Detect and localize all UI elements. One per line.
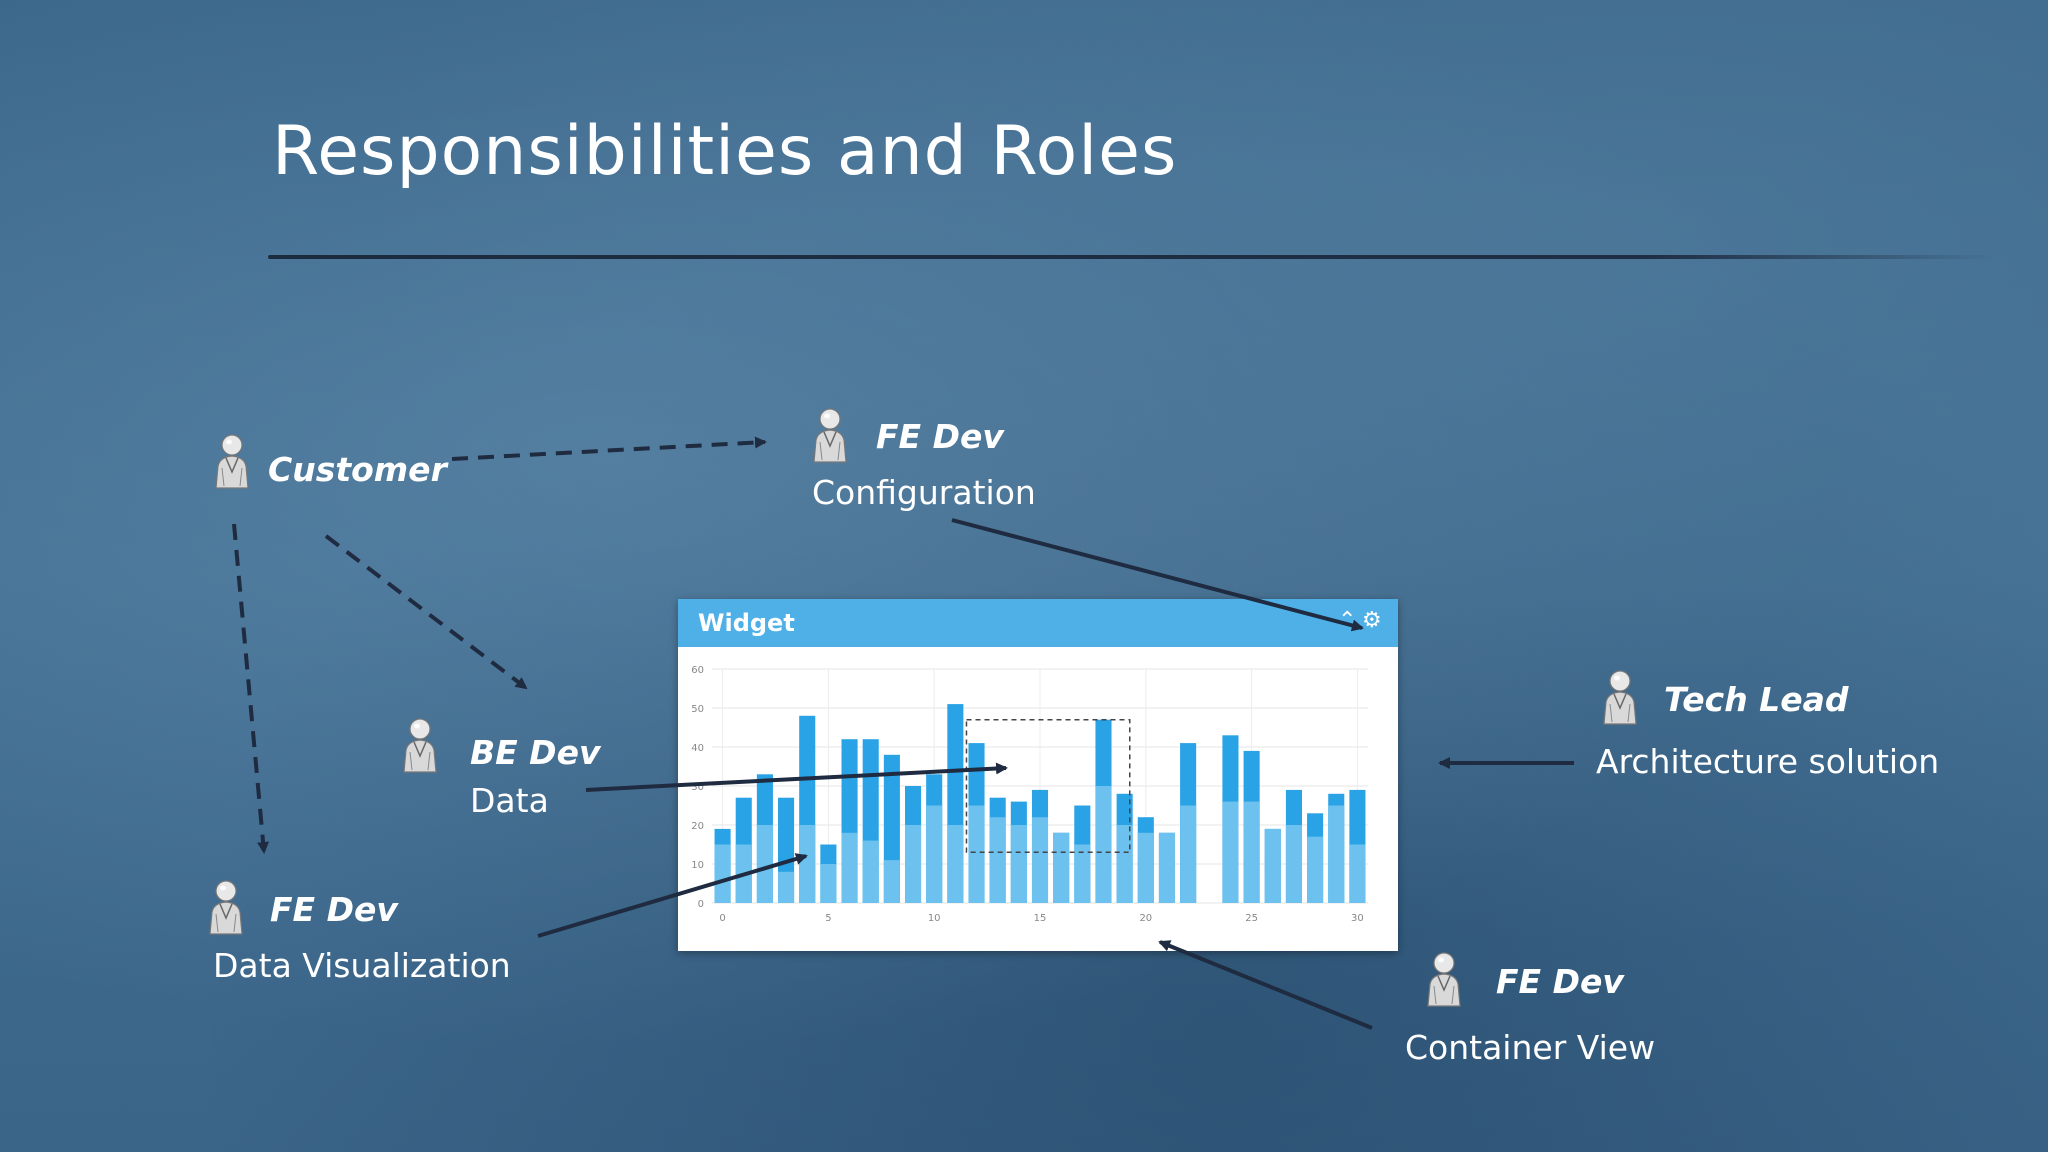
bar-bottom-segment [1032, 817, 1048, 903]
bar-bottom-segment [1159, 833, 1175, 903]
fe-dev-config-person-icon [810, 406, 850, 464]
bar-bottom-segment [990, 817, 1006, 903]
gear-icon[interactable]: ⚙ [1362, 609, 1382, 633]
bar-bottom-segment [1244, 802, 1260, 903]
customer-role-label: Customer [268, 450, 447, 489]
bar-bottom-segment [736, 845, 752, 904]
fe-dev-config-task-label: Configuration [812, 473, 1036, 512]
bar-bottom-segment [1095, 786, 1111, 903]
collapse-icon[interactable]: ⌃ [1338, 609, 1356, 633]
bar-bottom-segment [778, 872, 794, 903]
bar-bottom-segment [863, 841, 879, 903]
widget-title: Widget [698, 609, 795, 637]
x-tick-label: 0 [719, 913, 725, 924]
bar-bottom-segment [1328, 806, 1344, 904]
customer-person-icon [212, 432, 252, 490]
bar-bottom-segment [715, 845, 731, 904]
fe-dev-container-person-icon [1424, 950, 1464, 1008]
tech-lead-task-label: Architecture solution [1596, 742, 1939, 781]
x-tick-label: 25 [1245, 913, 1258, 924]
y-tick-label: 30 [691, 782, 704, 793]
bar-bottom-segment [926, 806, 942, 904]
widget-panel: Widget ⌃ ⚙ 0 10 20 30 40 50 60 0 5 10 15 20 25 30 [678, 599, 1398, 951]
y-tick-label: 40 [691, 743, 704, 754]
y-tick-label: 0 [698, 899, 704, 910]
y-tick-label: 10 [691, 860, 704, 871]
x-tick-label: 20 [1139, 913, 1152, 924]
fe-dev-dataviz-task-label: Data Visualization [213, 946, 511, 985]
bar-bottom-segment [820, 864, 836, 903]
tech-lead-person-icon [1600, 668, 1640, 726]
bar-bottom-segment [905, 825, 921, 903]
fe-dev-config-role-label: FE Dev [876, 417, 1004, 456]
fe-dev-container-role-label: FE Dev [1496, 962, 1624, 1001]
bar-bottom-segment [1011, 825, 1027, 903]
widget-header: Widget ⌃ ⚙ [678, 599, 1398, 647]
y-tick-label: 20 [691, 821, 704, 832]
fe-dev-dataviz-role-label: FE Dev [270, 890, 398, 929]
x-tick-label: 30 [1351, 913, 1364, 924]
bar-bottom-segment [842, 833, 858, 903]
bar-bottom-segment [947, 825, 963, 903]
be-dev-role-label: BE Dev [470, 733, 600, 772]
bar-bottom-segment [757, 825, 773, 903]
widget-bar-chart: 0 10 20 30 40 50 60 0 5 10 15 20 25 30 [678, 647, 1398, 951]
x-tick-label: 10 [928, 913, 941, 924]
bar-bottom-segment [1286, 825, 1302, 903]
tech-lead-role-label: Tech Lead [1664, 680, 1848, 719]
x-tick-label: 15 [1034, 913, 1047, 924]
bar-bottom-segment [1180, 806, 1196, 904]
bar-bottom-segment [884, 860, 900, 903]
bar-bottom-segment [1265, 829, 1281, 903]
y-tick-label: 50 [691, 704, 704, 715]
y-tick-label: 60 [691, 665, 704, 676]
bar-bottom-segment [1307, 837, 1323, 903]
bar-bottom-segment [1349, 845, 1365, 904]
title-divider [268, 255, 1998, 259]
bar-bottom-segment [1138, 833, 1154, 903]
bar-bottom-segment [1222, 802, 1238, 903]
bar-bottom-segment [968, 806, 984, 904]
be-dev-person-icon [400, 716, 440, 774]
bar-bottom-segment [1053, 833, 1069, 903]
x-tick-label: 5 [825, 913, 831, 924]
bar-bottom-segment [799, 825, 815, 903]
be-dev-task-label: Data [470, 781, 549, 820]
fe-dev-dataviz-person-icon [206, 878, 246, 936]
bar-bottom-segment [1074, 845, 1090, 904]
fe-dev-container-task-label: Container View [1405, 1028, 1655, 1067]
slide-title: Responsibilities and Roles [272, 112, 1177, 191]
